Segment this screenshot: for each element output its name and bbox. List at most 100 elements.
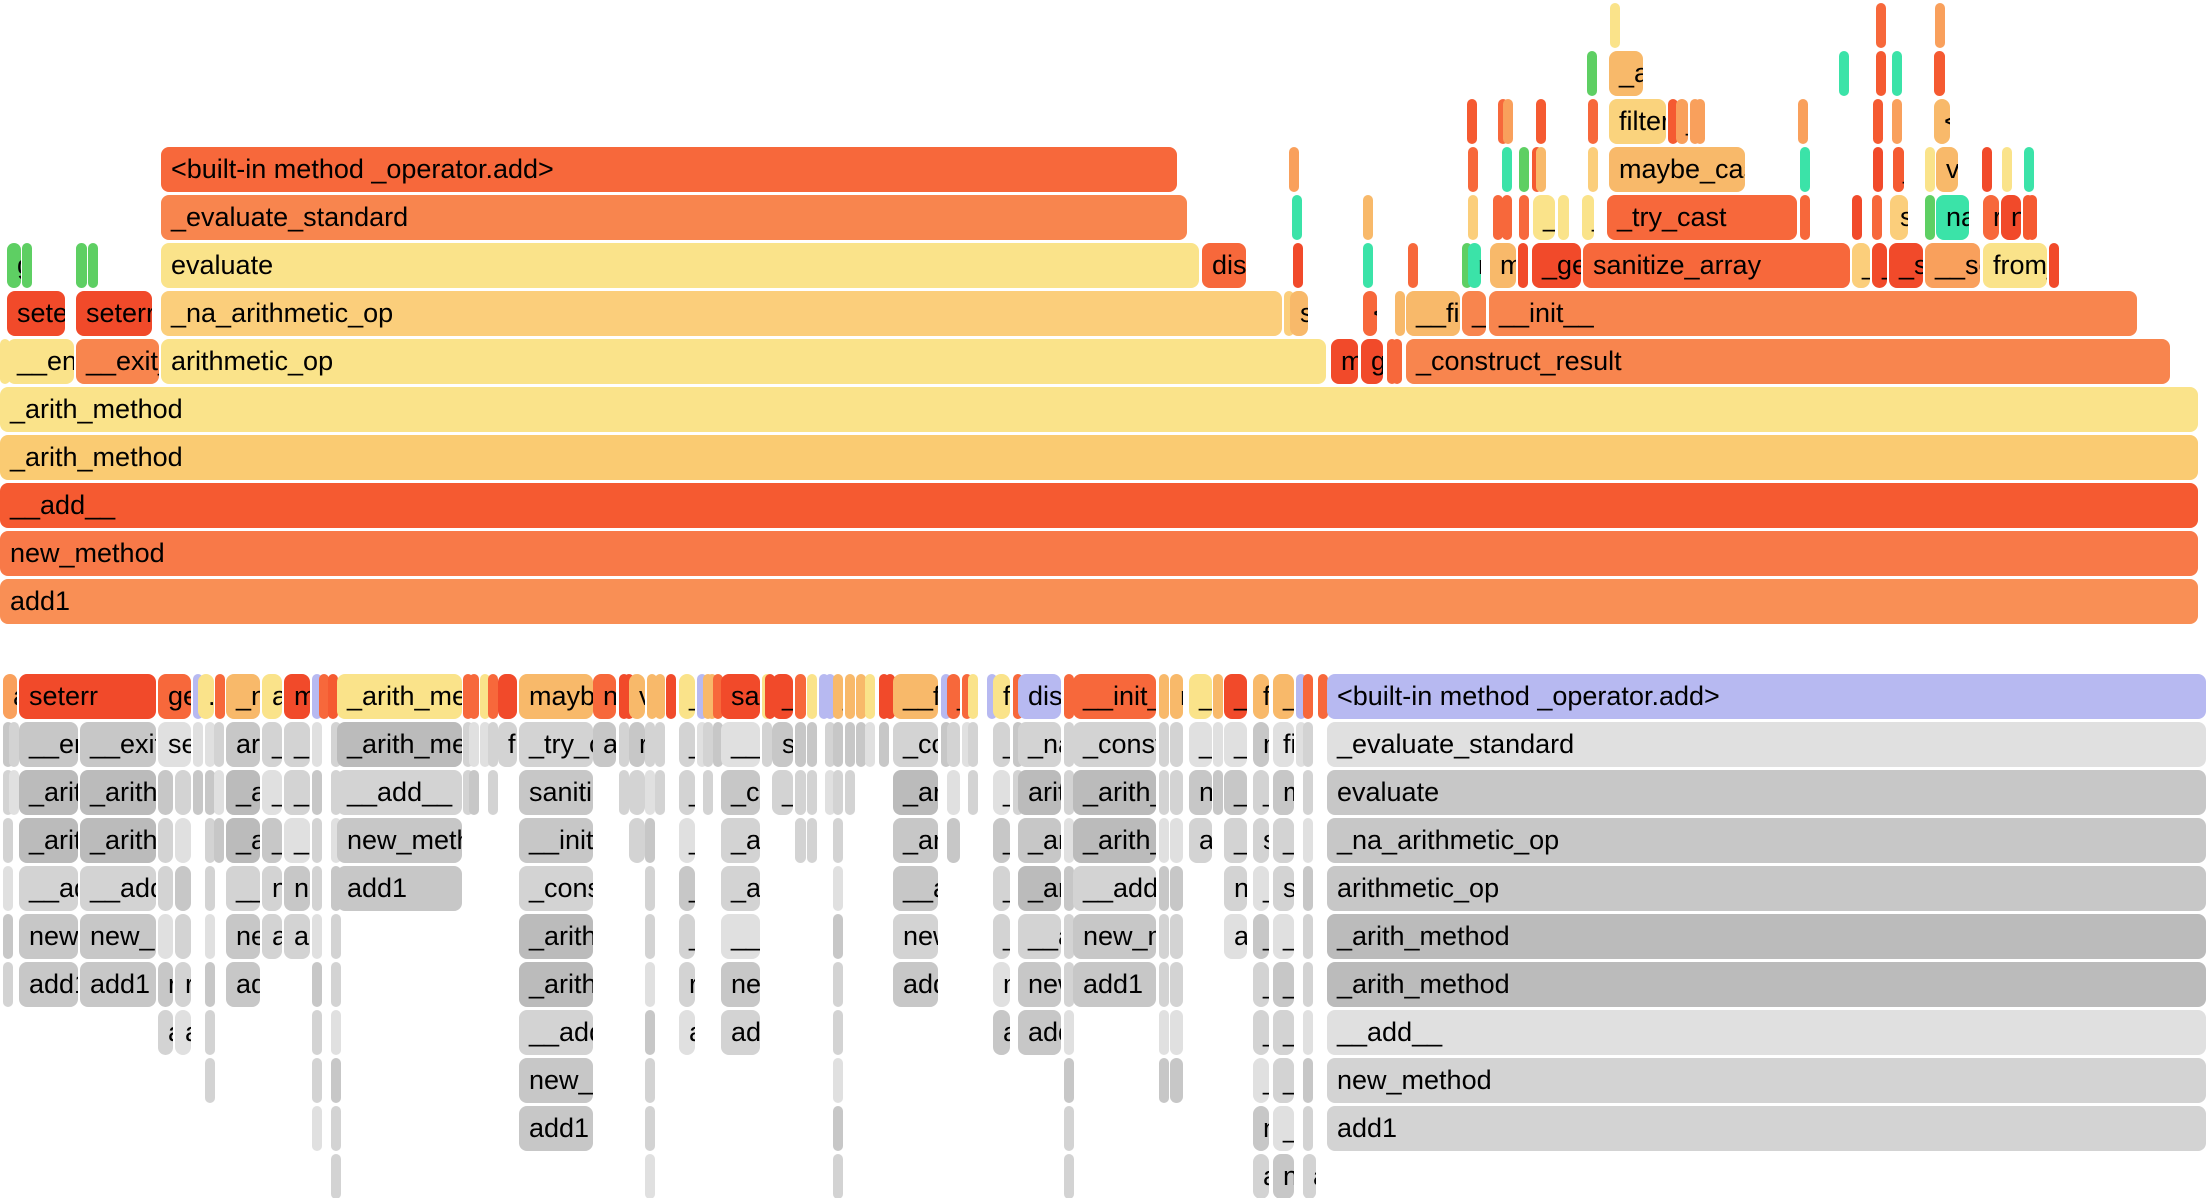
- flame-frame-sliver[interactable]: [1292, 195, 1302, 240]
- flame-frame-g[interactable]: g: [1361, 339, 1383, 384]
- flame-frame-sliver[interactable]: [1064, 1154, 1074, 1198]
- flame-frame-sliver[interactable]: [1159, 1058, 1169, 1103]
- flame-frame-s[interactable]: s: [1253, 818, 1269, 863]
- flame-frame-sliver[interactable]: [1296, 674, 1306, 719]
- flame-frame-_arith_method[interactable]: _arith_method: [0, 387, 2198, 432]
- flame-frame-sliver[interactable]: [645, 914, 655, 959]
- flame-frame-add1[interactable]: add1: [19, 962, 78, 1007]
- flame-frame-sliver[interactable]: [647, 674, 657, 719]
- flame-frame-_arith_method[interactable]: _arith_method: [1327, 962, 2206, 1007]
- flame-frame-new_method[interactable]: new_method: [337, 818, 462, 863]
- flame-frame-sliver[interactable]: [205, 962, 215, 1007]
- flame-frame-sliver[interactable]: [1170, 866, 1183, 911]
- flame-frame-sliver[interactable]: [1872, 195, 1882, 240]
- flame-frame-sliver[interactable]: [845, 722, 855, 767]
- flame-frame-_co[interactable]: _co: [893, 722, 938, 767]
- flame-frame-r[interactable]: r: [175, 962, 191, 1007]
- flame-frame-sliver[interactable]: [645, 1010, 655, 1055]
- flame-frame-sliver[interactable]: [795, 722, 806, 767]
- flame-frame-_[interactable]: _: [1273, 914, 1294, 959]
- flame-frame-sliver[interactable]: [645, 722, 655, 767]
- flame-frame-sliver[interactable]: [1303, 1058, 1313, 1103]
- flame-frame-__[interactable]: __: [1224, 818, 1247, 863]
- flame-frame-_[interactable]: _: [679, 770, 695, 815]
- flame-frame-sliver[interactable]: [175, 770, 191, 815]
- flame-frame-sliver[interactable]: [469, 770, 479, 815]
- flame-frame-from_[interactable]: from_: [1983, 243, 2047, 288]
- flame-frame-v[interactable]: v: [629, 674, 645, 719]
- flame-frame-na[interactable]: na: [1936, 195, 1969, 240]
- flame-frame-_[interactable]: _: [1189, 722, 1212, 767]
- flame-frame-sliver[interactable]: [1293, 243, 1303, 288]
- flame-frame-_n[interactable]: _n: [226, 674, 260, 719]
- flame-frame-sliver[interactable]: [645, 866, 655, 911]
- flame-frame-sliver[interactable]: [312, 770, 322, 815]
- flame-frame-s[interactable]: s: [1303, 818, 1313, 863]
- flame-frame-_[interactable]: _: [1852, 243, 1870, 288]
- flame-frame-sliver[interactable]: [1536, 147, 1546, 192]
- flame-frame-_arith_method[interactable]: _arith_method: [1018, 818, 1061, 863]
- flame-frame-__add__[interactable]: __add__: [337, 770, 462, 815]
- flame-frame-sliver[interactable]: [1284, 291, 1294, 336]
- flame-frame-add1[interactable]: add1: [519, 1106, 593, 1151]
- flame-frame-_arith_method[interactable]: _arith_method: [337, 722, 462, 767]
- flame-frame-a[interactable]: a: [3, 674, 17, 719]
- flame-frame-_[interactable]: _: [1273, 818, 1294, 863]
- flame-frame-sliver[interactable]: [947, 818, 960, 863]
- flame-frame-fi[interactable]: fi: [1273, 722, 1294, 767]
- flame-frame-evaluate[interactable]: evaluate: [1327, 770, 2206, 815]
- flame-frame-sliver[interactable]: [331, 818, 341, 863]
- flame-frame-sliver[interactable]: [1462, 243, 1472, 288]
- flame-frame-n[interactable]: n: [1224, 866, 1247, 911]
- flame-frame-sliver[interactable]: [833, 1154, 843, 1198]
- flame-frame-_[interactable]: _: [679, 674, 695, 719]
- flame-frame-sliver[interactable]: [697, 722, 707, 767]
- flame-frame-sliver[interactable]: [1668, 99, 1678, 144]
- flame-frame-sliver[interactable]: [987, 674, 997, 719]
- flame-frame-sliver[interactable]: [2049, 243, 2059, 288]
- flame-frame-sliver[interactable]: [1518, 243, 1528, 288]
- flame-frame-__f[interactable]: __f: [893, 674, 938, 719]
- flame-frame-_[interactable]: _: [993, 770, 1010, 815]
- flame-frame-__init__[interactable]: __init__: [1489, 291, 2137, 336]
- flame-frame-sliver[interactable]: [205, 722, 215, 767]
- flame-frame-sliver[interactable]: [713, 722, 723, 767]
- flame-frame-sliver[interactable]: [1159, 914, 1169, 959]
- flame-frame-_evaluate_standard[interactable]: _evaluate_standard: [1327, 722, 2206, 767]
- flame-frame-_[interactable]: _: [833, 674, 843, 719]
- flame-frame-_.[interactable]: _.: [1582, 195, 1594, 240]
- flame-frame-__[interactable]: __: [721, 722, 760, 767]
- flame-frame-__add__[interactable]: __add__: [1073, 866, 1156, 911]
- flame-frame-sliver[interactable]: [331, 770, 341, 815]
- flame-frame-sliver[interactable]: [707, 674, 717, 719]
- flame-frame-sliver[interactable]: [1468, 195, 1478, 240]
- flame-frame-_a[interactable]: _a: [721, 866, 760, 911]
- flame-frame-a[interactable]: a: [284, 914, 310, 959]
- flame-frame-sliver[interactable]: [1502, 147, 1512, 192]
- flame-frame-r[interactable]: r: [1983, 195, 1999, 240]
- flame-frame-a[interactable]: a: [262, 914, 282, 959]
- flame-frame-_[interactable]: _: [679, 866, 695, 911]
- flame-frame-a[interactable]: a: [807, 770, 817, 815]
- flame-frame-a[interactable]: a: [1253, 1154, 1269, 1198]
- flame-frame-sliver[interactable]: [3, 866, 13, 911]
- flame-frame-_[interactable]: _: [1273, 1106, 1294, 1151]
- flame-frame-sliver[interactable]: [3, 818, 13, 863]
- flame-frame-sliver[interactable]: [1502, 195, 1512, 240]
- flame-frame-sliver[interactable]: [1363, 195, 1373, 240]
- flame-frame-sliver[interactable]: [214, 722, 224, 767]
- flame-frame-sliver[interactable]: [463, 770, 473, 815]
- flame-frame-__add__[interactable]: __add__: [226, 866, 260, 911]
- flame-frame-sliver[interactable]: [845, 770, 855, 815]
- flame-frame-sliver[interactable]: [941, 722, 951, 767]
- flame-frame-sliver[interactable]: [833, 1106, 843, 1151]
- flame-frame-_[interactable]: _: [679, 914, 695, 959]
- flame-frame-sliver[interactable]: [331, 914, 341, 959]
- flame-frame-new_method[interactable]: new_method: [1018, 962, 1061, 1007]
- flame-frame-sliver[interactable]: [331, 1106, 341, 1151]
- flame-frame-__add__[interactable]: __add__: [80, 866, 156, 911]
- flame-frame-sliver[interactable]: [1408, 243, 1418, 288]
- flame-frame-sliver[interactable]: [645, 1154, 655, 1198]
- flame-frame-_a[interactable]: _a: [1609, 51, 1643, 96]
- flame-frame-sliver[interactable]: [175, 866, 191, 911]
